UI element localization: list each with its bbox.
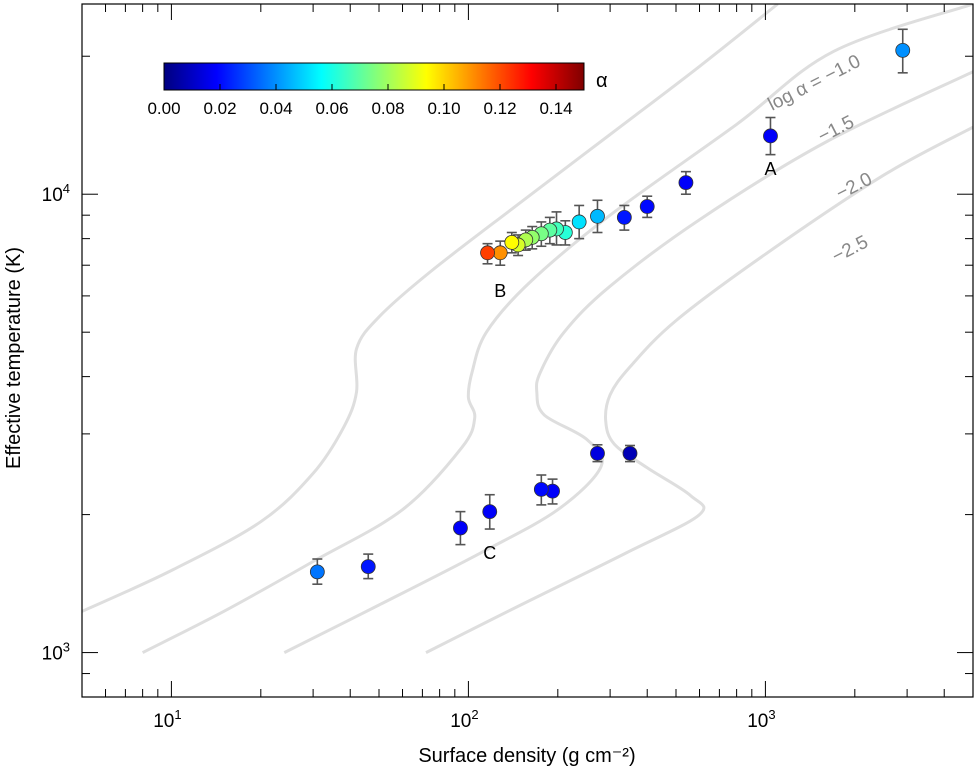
data-point — [482, 504, 498, 520]
model-curve-2 — [141, 4, 973, 654]
axis-ticks — [81, 4, 974, 698]
data-point — [590, 208, 605, 224]
y-axis-title: Effective temperature (K) — [3, 247, 25, 469]
data-points — [309, 42, 911, 580]
data-point — [360, 559, 376, 575]
colorbar-tick-label: 0.10 — [427, 99, 460, 118]
model-curves — [82, 4, 973, 654]
data-point — [895, 42, 911, 58]
colorbar-ticks: 0.00 0.02 0.04 0.06 0.08 0.10 0.12 0.14 — [147, 84, 573, 118]
colorbar-tick-label: 0.00 — [147, 99, 180, 118]
colorbar-gradient — [163, 62, 585, 91]
colorbar-tick-label: 0.02 — [203, 99, 236, 118]
colorbar-tick-label: 0.14 — [539, 99, 572, 118]
data-point — [616, 210, 632, 225]
model-curve-4 — [425, 125, 973, 654]
point-annotation-c: C — [483, 543, 496, 563]
y-tick-label: 104 — [42, 181, 70, 206]
data-point — [678, 175, 694, 191]
colorbar-tick-label: 0.12 — [483, 99, 516, 118]
colorbar-tick-label: 0.06 — [315, 99, 348, 118]
data-point — [571, 214, 587, 230]
point-annotation-b: B — [494, 281, 506, 301]
point-annotations: A B C — [483, 159, 776, 563]
data-point — [639, 199, 655, 214]
colorbar-title: α — [596, 70, 608, 92]
plot-frame — [81, 3, 974, 698]
data-point — [590, 445, 605, 461]
data-point — [453, 520, 468, 536]
data-point — [533, 481, 549, 497]
axis-tick-labels: 101 102 103 103 104 — [42, 181, 776, 732]
data-point — [763, 128, 778, 144]
model-curve-1 — [82, 4, 779, 613]
data-point — [622, 445, 638, 461]
x-tick-label: 103 — [747, 707, 775, 732]
colorbar-tick-label: 0.04 — [259, 99, 292, 118]
colorbar-tick-label: 0.08 — [371, 99, 404, 118]
data-point — [480, 245, 495, 261]
colorbar: 0.00 0.02 0.04 0.06 0.08 0.10 0.12 0.14 α — [147, 62, 608, 118]
x-tick-label: 101 — [153, 707, 181, 732]
point-annotation-a: A — [764, 159, 776, 179]
x-axis-title: Surface density (g cm⁻²) — [418, 745, 635, 767]
data-point — [492, 245, 508, 261]
y-tick-label: 103 — [42, 640, 70, 665]
x-tick-label: 102 — [450, 707, 478, 732]
data-point — [504, 234, 520, 250]
model-curve-3 — [283, 70, 973, 654]
data-point — [309, 564, 325, 580]
